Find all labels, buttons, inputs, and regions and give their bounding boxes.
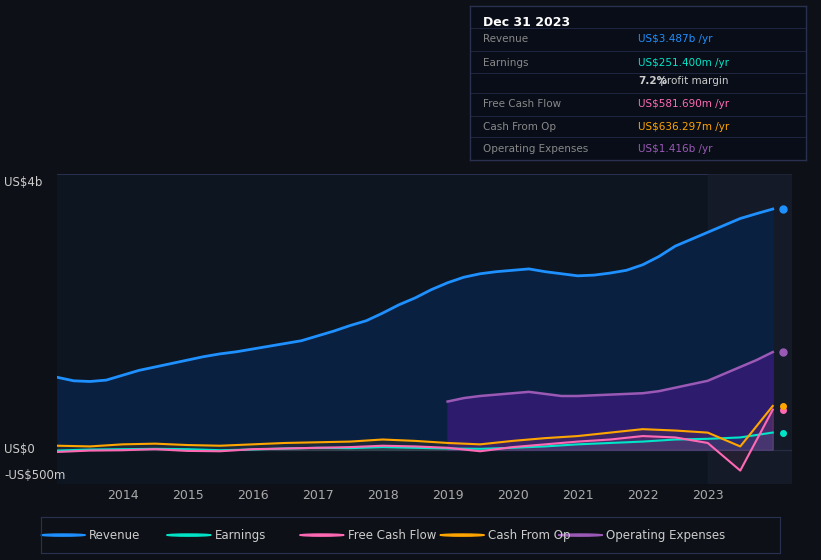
Text: US$0: US$0 xyxy=(4,444,34,456)
Text: Earnings: Earnings xyxy=(215,529,266,542)
Circle shape xyxy=(41,534,85,536)
Text: Operating Expenses: Operating Expenses xyxy=(606,529,726,542)
Text: US$581.690m /yr: US$581.690m /yr xyxy=(638,99,729,109)
Text: US$4b: US$4b xyxy=(4,176,43,189)
Circle shape xyxy=(558,534,603,536)
Text: Operating Expenses: Operating Expenses xyxy=(483,144,589,154)
Circle shape xyxy=(440,534,484,536)
Text: US$1.416b /yr: US$1.416b /yr xyxy=(638,144,713,154)
Text: US$3.487b /yr: US$3.487b /yr xyxy=(638,35,713,44)
Text: Revenue: Revenue xyxy=(89,529,140,542)
Text: US$251.400m /yr: US$251.400m /yr xyxy=(638,58,729,68)
Text: Free Cash Flow: Free Cash Flow xyxy=(348,529,436,542)
Text: -US$500m: -US$500m xyxy=(4,469,66,482)
Circle shape xyxy=(167,534,211,536)
Text: Cash From Op: Cash From Op xyxy=(488,529,571,542)
Text: Revenue: Revenue xyxy=(483,35,528,44)
Bar xyxy=(708,174,792,484)
Text: 7.2%: 7.2% xyxy=(638,76,667,86)
Text: profit margin: profit margin xyxy=(657,76,728,86)
Circle shape xyxy=(300,534,344,536)
Text: Dec 31 2023: Dec 31 2023 xyxy=(483,16,571,29)
Text: Free Cash Flow: Free Cash Flow xyxy=(483,99,562,109)
Text: Cash From Op: Cash From Op xyxy=(483,122,556,132)
Text: Earnings: Earnings xyxy=(483,58,529,68)
Text: US$636.297m /yr: US$636.297m /yr xyxy=(638,122,729,132)
